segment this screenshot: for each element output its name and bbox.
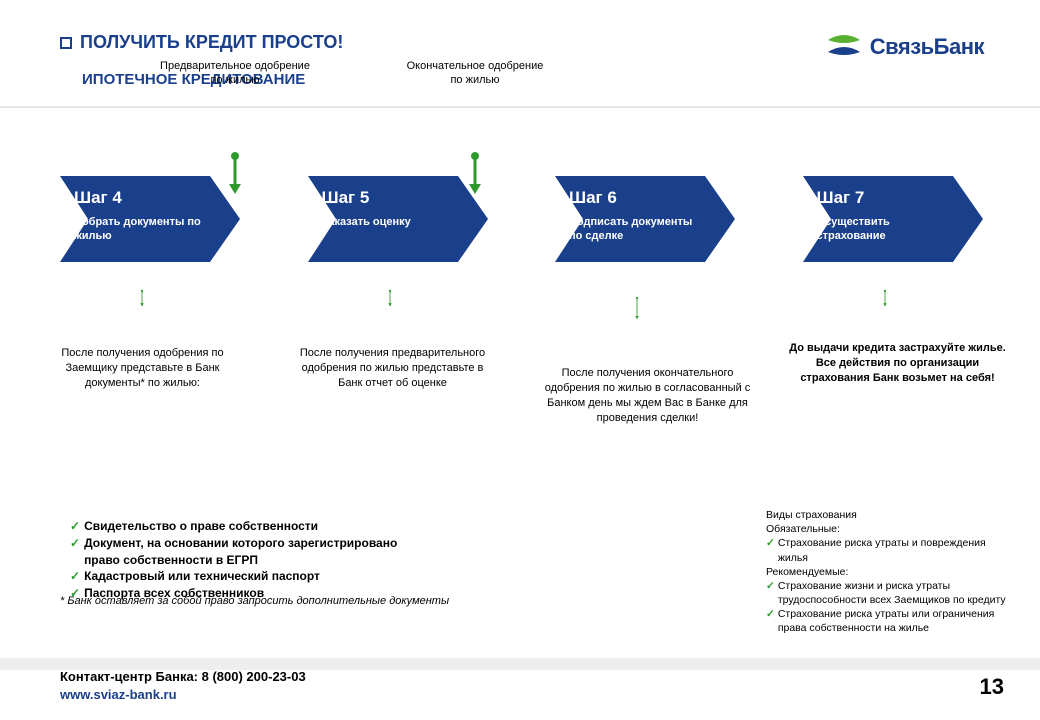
insurance-line: ✓Страхование риска утраты и повреждения … xyxy=(766,536,1016,564)
step-desc: Осуществить страхование xyxy=(817,216,947,244)
insurance-line: Виды страхования xyxy=(766,508,1016,522)
insurance-text: Страхование риска утраты или ограничения… xyxy=(778,607,1016,635)
check-icon: ✓ xyxy=(70,518,80,535)
bottom-note-6: После получения окончательного одобрения… xyxy=(540,366,755,425)
bank-logo: СвязьБанк xyxy=(826,32,984,62)
bottom-note-7: До выдачи кредита застрахуйте жилье. Все… xyxy=(783,341,1013,386)
title-bullet-icon xyxy=(60,37,72,49)
list-item: ✓Документ, на основании которого зарегис… xyxy=(70,535,430,569)
footer-url: www.sviaz-bank.ru xyxy=(60,686,306,704)
step-cell-7: Шаг 7 Осуществить страхование До выдачи … xyxy=(803,176,1001,262)
check-icon: ✓ xyxy=(70,568,80,585)
insurance-line: Рекомендуемые: xyxy=(766,565,1016,579)
step-arrow-5: Шаг 5 Заказать оценку xyxy=(308,176,488,262)
check-icon: ✓ xyxy=(70,535,80,569)
document-list: ✓Свидетельство о праве собственности✓Док… xyxy=(70,518,430,602)
step-cell-4: Шаг 4 Собрать документы по жилью После п… xyxy=(60,176,258,262)
top-note-prelim: Предварительное одобрение по жилью xyxy=(160,60,310,88)
arrow-down-icon xyxy=(635,268,639,348)
bottom-note-4: После получения одобрения по Заемщику пр… xyxy=(40,346,245,391)
step-label: Шаг 4 xyxy=(74,188,122,208)
step-desc: Собрать документы по жилью xyxy=(74,216,204,244)
list-item: ✓Кадастровый или технический паспорт xyxy=(70,568,430,585)
arrow-down-icon xyxy=(140,268,144,328)
step-cell-6: Шаг 6 Подписать документы по сделке Посл… xyxy=(555,176,753,262)
content-area: Предварительное одобрение по жилью Оконч… xyxy=(0,108,1040,648)
step-row: Шаг 4 Собрать документы по жилью После п… xyxy=(60,176,1000,262)
insurance-text: Страхование риска утраты и повреждения ж… xyxy=(778,536,1016,564)
step-desc: Заказать оценку xyxy=(322,216,452,230)
step-label: Шаг 7 xyxy=(817,188,865,208)
list-item: ✓Свидетельство о праве собственности xyxy=(70,518,430,535)
list-item-text: Кадастровый или технический паспорт xyxy=(84,568,320,585)
check-icon: ✓ xyxy=(766,607,775,635)
bottom-note-5: После получения предварительного одобрен… xyxy=(298,346,488,391)
step-label: Шаг 6 xyxy=(569,188,617,208)
insurance-line: ✓Страхование риска утраты или ограничени… xyxy=(766,607,1016,635)
footnote: * Банк оставляет за собой право запросит… xyxy=(60,595,449,607)
title-line: ПОЛУЧИТЬ КРЕДИТ ПРОСТО! xyxy=(60,32,343,53)
list-item-text: Документ, на основании которого зарегист… xyxy=(84,535,430,569)
page-number: 13 xyxy=(980,674,1004,700)
step-arrow-6: Шаг 6 Подписать документы по сделке xyxy=(555,176,735,262)
check-icon: ✓ xyxy=(766,579,775,607)
step-cell-5: Шаг 5 Заказать оценку После получения пр… xyxy=(308,176,506,262)
footer-contact: Контакт-центр Банка: 8 (800) 200-23-03 xyxy=(60,668,306,686)
top-note-final: Окончательное одобрение по жилью xyxy=(400,60,550,88)
step-arrow-7: Шаг 7 Осуществить страхование xyxy=(803,176,983,262)
logo-icon xyxy=(826,32,862,62)
step-arrow-4: Шаг 4 Собрать документы по жилью xyxy=(60,176,240,262)
insurance-line: ✓Страхование жизни и риска утраты трудос… xyxy=(766,579,1016,607)
list-item-text: Свидетельство о праве собственности xyxy=(84,518,318,535)
arrow-down-icon xyxy=(883,268,887,328)
slide-title: ПОЛУЧИТЬ КРЕДИТ ПРОСТО! xyxy=(80,32,343,53)
footer: Контакт-центр Банка: 8 (800) 200-23-03 w… xyxy=(60,668,306,704)
insurance-line: Обязательные: xyxy=(766,522,1016,536)
insurance-text: Страхование жизни и риска утраты трудосп… xyxy=(778,579,1016,607)
arrow-down-icon xyxy=(388,268,392,328)
step-desc: Подписать документы по сделке xyxy=(569,216,699,244)
check-icon: ✓ xyxy=(766,536,775,564)
logo-text: СвязьБанк xyxy=(870,34,984,60)
insurance-block: Виды страхованияОбязательные:✓Страховани… xyxy=(766,508,1016,636)
step-label: Шаг 5 xyxy=(322,188,370,208)
